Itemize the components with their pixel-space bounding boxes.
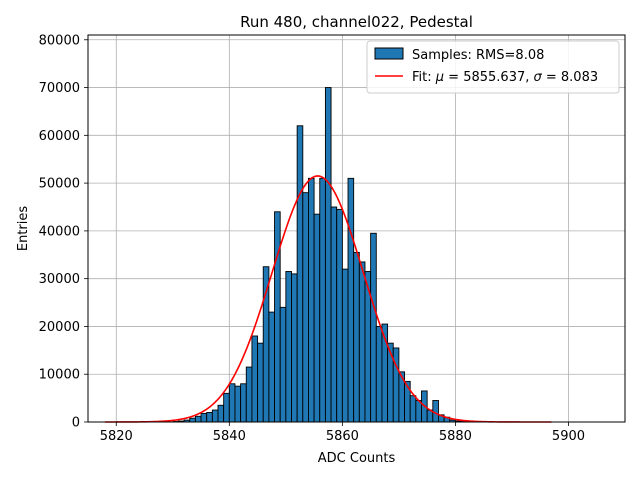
y-axis-label: Entries (16, 206, 31, 252)
legend-fit-mid: = 5855.637, (444, 70, 533, 85)
histogram-bar (251, 335, 259, 423)
histogram-bar (308, 177, 315, 423)
histogram-bar (336, 208, 343, 423)
x-axis-label: ADC Counts (318, 451, 396, 466)
histogram-bar (194, 415, 202, 423)
histogram-bar (291, 273, 298, 423)
y-tick-label: 70000 (39, 81, 80, 96)
x-tick-label: 5840 (213, 429, 246, 444)
histogram-bar (211, 409, 219, 423)
y-tick-label: 80000 (39, 33, 80, 48)
histogram-bar (200, 412, 208, 423)
histogram-bar (285, 271, 292, 423)
legend-histogram-label: Samples: RMS=8.08 (412, 48, 544, 63)
x-tick-label: 5900 (552, 429, 585, 444)
fit-curve (104, 175, 552, 423)
histogram-bar (228, 383, 236, 423)
legend-sigma-symbol: σ (534, 70, 543, 85)
y-tick-label: 60000 (39, 129, 80, 144)
y-axis-ticks: 0 10000 20000 30000 40000 50000 60000 70000 8000… (39, 33, 88, 431)
legend-fit-end: = 8.083 (542, 70, 598, 85)
histogram-bar (296, 125, 304, 423)
histogram-bar (375, 325, 383, 423)
y-tick-label: 10000 (39, 368, 80, 383)
legend: Samples: RMS=8.08 Fit: μ = 5855.637, σ =… (366, 40, 620, 94)
histogram-bar (234, 385, 242, 423)
histogram-bars (172, 87, 468, 423)
histogram-bar (302, 192, 309, 423)
histogram-bar (358, 261, 366, 423)
histogram-bar (274, 211, 281, 423)
histogram-bar (257, 342, 264, 423)
legend-histogram-swatch (374, 47, 404, 60)
histogram-bar (324, 87, 332, 423)
histogram-bar (392, 347, 400, 423)
y-tick-label: 20000 (39, 320, 80, 335)
y-tick-label: 50000 (39, 177, 80, 192)
x-axis-ticks: 5820 5840 5860 5880 5900 (100, 422, 585, 444)
histogram-bar (387, 342, 394, 423)
histogram-bar (268, 311, 275, 423)
histogram-bar (313, 213, 321, 423)
chart-title: Run 480, channel022, Pedestal (240, 13, 473, 31)
histogram-bar (279, 306, 287, 423)
histogram-bar (409, 395, 417, 423)
legend-fit-prefix: Fit: (412, 70, 436, 85)
histogram-bar (240, 383, 247, 423)
histogram-bar (223, 392, 230, 423)
histogram-bar (319, 177, 326, 423)
histogram-bar (206, 411, 213, 423)
legend-mu-symbol: μ (435, 70, 444, 85)
histogram-bar (245, 366, 253, 423)
y-tick-label: 40000 (39, 224, 80, 239)
plot-frame (87, 34, 626, 423)
y-tick-label: 0 (72, 416, 80, 431)
histogram-bar (341, 268, 349, 423)
x-tick-label: 5880 (439, 429, 472, 444)
histogram-bar (330, 206, 338, 423)
legend-box (366, 40, 620, 94)
histogram-bar (217, 404, 225, 423)
histogram-bar (415, 400, 422, 423)
x-tick-label: 5820 (100, 429, 133, 444)
histogram-bar (370, 232, 377, 423)
histogram-bar (347, 177, 355, 423)
histogram-bar (189, 417, 196, 423)
histogram-bar (353, 251, 360, 423)
y-tick-label: 30000 (39, 272, 80, 287)
legend-fit-label: Fit: μ = 5855.637, σ = 8.083 (412, 70, 598, 85)
x-tick-label: 5860 (326, 429, 359, 444)
